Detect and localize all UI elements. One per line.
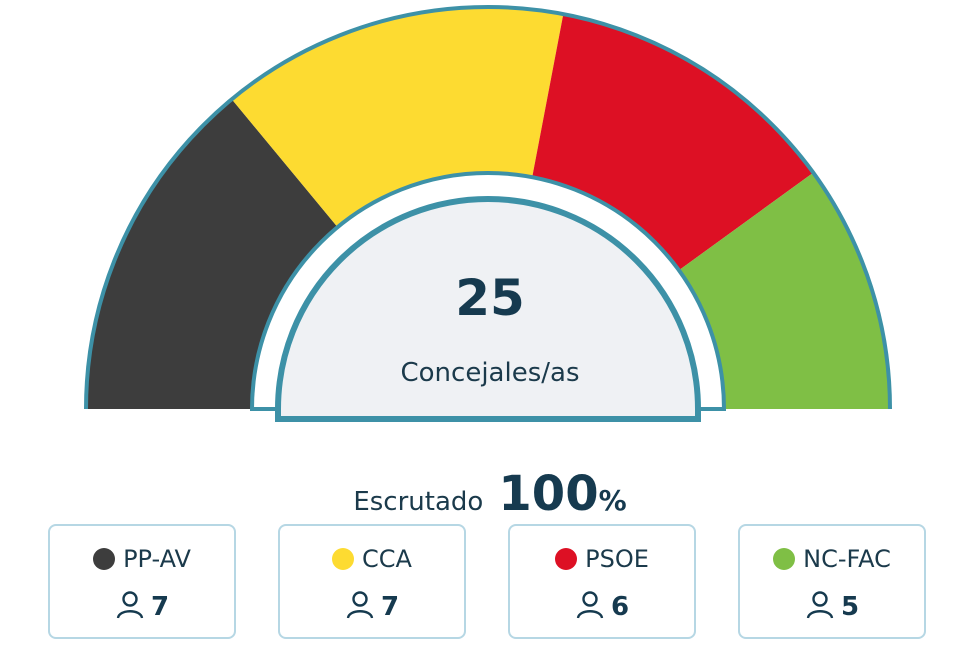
party-name: NC-FAC bbox=[803, 545, 891, 573]
party-seats: 7 bbox=[150, 592, 170, 622]
party-seats: 6 bbox=[610, 592, 630, 622]
scrutiny-unit: % bbox=[598, 484, 627, 517]
party-card-nc-fac[interactable]: NC-FAC 5 bbox=[738, 524, 926, 639]
party-seats: 7 bbox=[380, 592, 400, 622]
party-card-pp-av[interactable]: PP-AV 7 bbox=[48, 524, 236, 639]
party-seats-row: 7 bbox=[280, 590, 464, 624]
scrutiny-label: Escrutado bbox=[353, 487, 484, 517]
party-color-dot bbox=[332, 548, 355, 570]
scrutiny-status: Escrutado 100% bbox=[0, 466, 980, 522]
hemicycle-chart bbox=[84, 5, 892, 422]
party-name: PSOE bbox=[585, 545, 649, 573]
hemicycle-segment-pp-av[interactable] bbox=[86, 99, 338, 409]
person-icon bbox=[116, 591, 144, 619]
party-seats-row: 7 bbox=[50, 590, 234, 624]
party-name-row: CCA bbox=[280, 543, 464, 575]
party-name-row: PSOE bbox=[510, 543, 694, 575]
total-seats-label: Concejales/as bbox=[400, 358, 580, 388]
party-name-row: PP-AV bbox=[50, 543, 234, 575]
party-seats-row: 5 bbox=[740, 590, 924, 624]
person-icon bbox=[806, 591, 834, 619]
party-color-dot bbox=[773, 548, 796, 570]
center-disk bbox=[275, 196, 701, 422]
person-icon bbox=[346, 591, 374, 619]
hemicycle-outline bbox=[84, 5, 892, 410]
hemicycle-segment-psoe[interactable] bbox=[532, 14, 814, 271]
person-icon bbox=[576, 591, 604, 619]
party-seats-row: 6 bbox=[510, 590, 694, 624]
party-color-dot bbox=[555, 548, 578, 570]
party-name: PP-AV bbox=[123, 545, 191, 573]
party-seats: 5 bbox=[840, 592, 860, 622]
total-seats-value: 25 bbox=[455, 269, 525, 327]
party-card-psoe[interactable]: PSOE 6 bbox=[508, 524, 696, 639]
party-name-row: NC-FAC bbox=[740, 543, 924, 575]
party-card-cca[interactable]: CCA 7 bbox=[278, 524, 466, 639]
party-color-dot bbox=[93, 548, 116, 570]
scrutiny-value: 100 bbox=[498, 466, 599, 522]
party-name: CCA bbox=[362, 545, 412, 573]
hemicycle-segment-nc-fac[interactable] bbox=[678, 172, 890, 409]
